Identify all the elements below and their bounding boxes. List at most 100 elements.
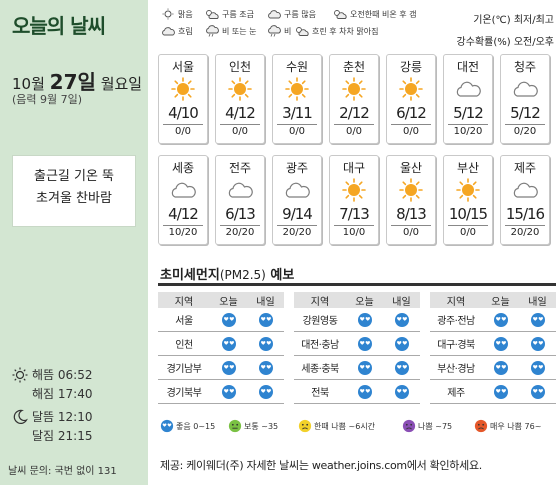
good-face-icon bbox=[530, 336, 545, 351]
pm-region: 대구·경북 bbox=[437, 340, 475, 351]
pm-region: 대전·충남 bbox=[301, 340, 339, 351]
sun-icon bbox=[456, 178, 480, 202]
pm-grade-cell bbox=[346, 384, 383, 400]
city-name: 대구 bbox=[342, 161, 366, 175]
city-card: 제주 15/16 20/20 bbox=[500, 155, 550, 245]
weather-legend-label: 오전한때 비온 후 갬 bbox=[350, 9, 417, 19]
mostly-cloudy-icon bbox=[268, 10, 281, 19]
city-temp: 9/14 bbox=[282, 205, 313, 223]
pm-header-row: 지역 오늘 내일 bbox=[430, 292, 556, 308]
pm-table: 지역 오늘 내일 서울 인천 경기남부 경기북부 지역 오늘 내일 강원영동 대전·충남 세종·충북 전북… bbox=[158, 292, 556, 404]
pm-grade-cell bbox=[210, 336, 247, 352]
city-name: 춘천 bbox=[342, 60, 366, 74]
pm-header-row: 지역 오늘 내일 bbox=[158, 292, 284, 308]
date-day: 27일 bbox=[49, 70, 96, 94]
pm-row: 제주 bbox=[430, 380, 556, 404]
sun-icon bbox=[399, 178, 423, 202]
rain-or-snow-icon bbox=[206, 25, 219, 37]
weather-legend-label: 흐린 후 차차 맑아짐 bbox=[312, 26, 379, 36]
date-line: 10월 27일 월요일 bbox=[12, 66, 142, 95]
city-temp: 5/12 bbox=[453, 104, 484, 122]
city-temp: 2/12 bbox=[339, 104, 370, 122]
pm-region: 강원영동 bbox=[302, 316, 338, 327]
divider bbox=[334, 124, 374, 125]
pm-grade-cell bbox=[210, 384, 247, 400]
good-face-icon bbox=[493, 312, 508, 327]
city-name: 수원 bbox=[285, 60, 309, 74]
moonset-text: 달짐 21:15 bbox=[32, 429, 93, 443]
city-name: 부산 bbox=[456, 161, 480, 175]
city-rain: 0/0 bbox=[402, 126, 420, 137]
good-face-icon bbox=[258, 312, 273, 327]
city-card: 전주 6/13 20/20 bbox=[215, 155, 265, 245]
good-face-icon bbox=[221, 360, 236, 375]
moonrise-text: 달뜸 12:10 bbox=[32, 410, 93, 424]
city-card: 대전 5/12 10/20 bbox=[443, 54, 493, 144]
divider bbox=[505, 124, 545, 125]
weather-legend-label: 비 또는 눈 bbox=[222, 26, 257, 36]
pm-grade-cell bbox=[482, 312, 519, 328]
pm-grade-cell bbox=[482, 384, 519, 400]
city-temp: 4/12 bbox=[168, 205, 199, 223]
good-face-icon bbox=[221, 336, 236, 351]
pm-row: 세종·충북 bbox=[294, 356, 420, 380]
pm-grade-cell bbox=[519, 336, 556, 352]
pm-legend-item: 나쁨 ~75 bbox=[402, 419, 452, 433]
cloud-icon bbox=[171, 182, 196, 198]
city-rain: 10/0 bbox=[342, 227, 366, 238]
moonset-row: 달짐 21:15 bbox=[12, 427, 92, 446]
pm-header-today: 오늘 bbox=[355, 296, 374, 308]
sun-outline-icon bbox=[12, 367, 28, 383]
weather-legend-item: 비 bbox=[266, 25, 291, 37]
city-temp: 6/13 bbox=[225, 205, 256, 223]
moon-times: 달뜸 12:10 달짐 21:15 bbox=[12, 408, 92, 446]
good-face-icon bbox=[530, 360, 545, 375]
city-name: 제주 bbox=[513, 161, 537, 175]
city-rain: 0/0 bbox=[174, 126, 192, 137]
sun-icon bbox=[285, 77, 309, 101]
good-face-icon bbox=[394, 384, 409, 399]
pm-header-region: 지역 bbox=[446, 296, 466, 308]
pm-header-row: 지역 오늘 내일 bbox=[294, 292, 420, 308]
sun-icon bbox=[342, 178, 366, 202]
temp-unit-label: 기온(℃) 최저/최고 bbox=[473, 15, 554, 26]
pm-section-title: 초미세먼지(PM2.5) 예보 bbox=[160, 264, 294, 283]
pm-grade-cell bbox=[519, 384, 556, 400]
pm-header-today: 오늘 bbox=[491, 296, 510, 308]
pm-column: 지역 오늘 내일 서울 인천 경기남부 경기북부 bbox=[158, 292, 284, 404]
pm-grade-cell bbox=[210, 360, 247, 376]
divider bbox=[277, 124, 317, 125]
city-rain: 0/0 bbox=[402, 227, 420, 238]
weather-legend-label: 비 bbox=[284, 26, 292, 36]
city-name: 전주 bbox=[228, 161, 252, 175]
pm-grade-cell bbox=[247, 336, 284, 352]
pm-region: 서울 bbox=[175, 316, 193, 327]
good-face-icon bbox=[493, 384, 508, 399]
city-rain: 0/0 bbox=[288, 126, 306, 137]
weather-legend-item: 맑음 bbox=[160, 8, 193, 20]
pm-title-end: 예보 bbox=[270, 268, 295, 283]
city-name: 인천 bbox=[228, 60, 252, 74]
left-info-panel: 오늘의 날씨 10월 27일 월요일 (음력 9월 7일) 출근길 기온 뚝 초… bbox=[0, 0, 148, 485]
pm-region: 광주·전남 bbox=[437, 316, 475, 327]
pm-row: 경기남부 bbox=[158, 356, 284, 380]
city-card: 울산 8/13 0/0 bbox=[386, 155, 436, 245]
city-rain: 0/20 bbox=[513, 126, 537, 137]
city-temp: 5/12 bbox=[510, 104, 541, 122]
very-bad-face-icon bbox=[474, 419, 488, 433]
pm-grade-cell bbox=[383, 360, 420, 376]
rain-unit-label: 강수확률(%) 오전/오후 bbox=[456, 37, 554, 48]
cloudy-then-clear-icon bbox=[296, 27, 309, 36]
good-face-icon bbox=[221, 312, 236, 327]
city-name: 광주 bbox=[285, 161, 309, 175]
weather-legend-item: 구름 많음 bbox=[266, 8, 316, 20]
cloud-icon bbox=[285, 182, 310, 198]
divider bbox=[163, 124, 203, 125]
pm-grade-cell bbox=[247, 360, 284, 376]
units-note: 기온(℃) 최저/최고 강수확률(%) 오전/오후 bbox=[457, 10, 554, 54]
city-temp: 6/12 bbox=[396, 104, 427, 122]
headline-line-1: 출근길 기온 뚝 bbox=[33, 169, 115, 184]
date-month: 10월 bbox=[12, 75, 45, 93]
divider bbox=[220, 225, 260, 226]
sun-icon bbox=[162, 8, 174, 20]
